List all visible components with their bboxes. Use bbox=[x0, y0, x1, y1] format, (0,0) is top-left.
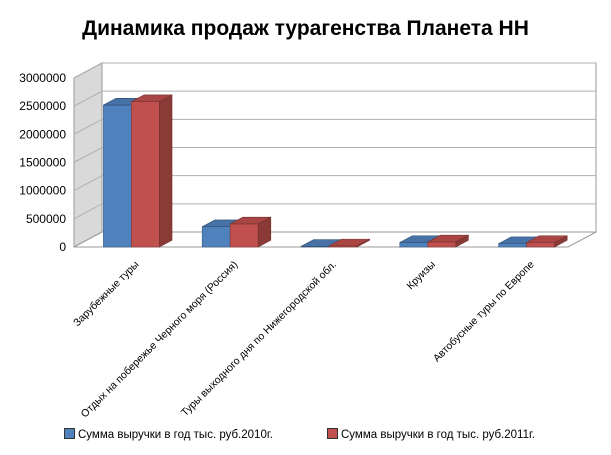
gridline bbox=[73, 175, 596, 192]
bar-s1-c0-top bbox=[131, 94, 173, 102]
y-tick-label: 1000000 bbox=[19, 184, 66, 198]
legend-entry-2010: Сумма выручки в год тыс. руб.2010г. bbox=[64, 428, 273, 442]
bar-s1-c1-top bbox=[230, 216, 271, 225]
y-tick-label: 3000000 bbox=[19, 71, 66, 85]
x-category-label: Автобусные туры по Европе bbox=[431, 259, 537, 365]
legend-entry-2011: Сумма выручки в год тыс. руб.2011г. bbox=[327, 428, 535, 442]
bar-s1-c4-front bbox=[526, 242, 555, 248]
x-category-label: Туры выходного дня по Нижегородской обл. bbox=[179, 259, 339, 419]
x-category-label: Зарубежные туры bbox=[71, 259, 141, 329]
bar-s0-c1-front bbox=[201, 226, 231, 248]
bar-s1-c4-top bbox=[526, 235, 568, 243]
legend-swatch-2010 bbox=[64, 428, 75, 439]
bar-s1-c0-front bbox=[131, 101, 160, 248]
bar-s0-c4-front bbox=[498, 243, 527, 248]
bar-s1-c0-side bbox=[159, 94, 173, 248]
y-tick-label: 2500000 bbox=[19, 99, 66, 113]
bar-s1-c2-top bbox=[328, 238, 370, 247]
y-tick-label: 2000000 bbox=[19, 127, 66, 141]
bar-s1-c3-front bbox=[427, 241, 457, 248]
bar-s0-c0-front bbox=[103, 104, 132, 248]
bar-s1-c3-top bbox=[427, 234, 469, 243]
legend-label-2010: Сумма выручки в год тыс. руб.2010г. bbox=[78, 429, 273, 441]
gridline bbox=[73, 203, 596, 220]
y-tick-label: 1500000 bbox=[19, 156, 66, 170]
bar-s1-c1-front bbox=[229, 223, 259, 248]
gridline bbox=[73, 147, 596, 163]
gridline bbox=[73, 62, 596, 79]
y-tick-label: 0 bbox=[59, 240, 66, 254]
legend-label-2011: Сумма выручки в год тыс. руб.2011г. bbox=[341, 429, 535, 441]
chart-title: Динамика продаж турагенства Планета НН bbox=[82, 17, 529, 40]
y-tick-label: 500000 bbox=[26, 212, 66, 226]
legend-swatch-2011 bbox=[327, 428, 338, 439]
x-category-label: Отдых на побережье Черного моря (Россия) bbox=[79, 259, 241, 421]
gridline bbox=[73, 118, 596, 135]
bar-s0-c3-front bbox=[399, 242, 429, 248]
gridline bbox=[73, 90, 596, 107]
x-category-label: Круизы bbox=[404, 259, 437, 292]
